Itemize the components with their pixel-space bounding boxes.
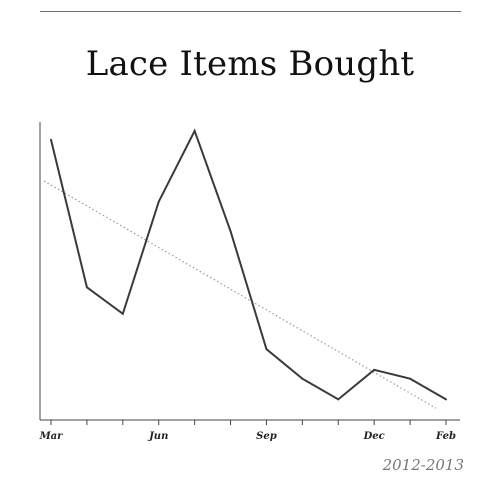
data-point: [373, 368, 376, 371]
data-point: [445, 398, 447, 401]
x-tick-label: Sep: [256, 431, 277, 442]
chart-subtitle: 2012-2013: [382, 456, 464, 474]
data-point: [85, 286, 88, 289]
chart-title: Lace Items Bought: [85, 44, 415, 84]
data-point: [229, 230, 232, 233]
x-ticks: Mar Jun Sep Dec Feb: [39, 420, 456, 442]
data-point: [337, 398, 340, 401]
data-point: [193, 129, 196, 132]
data-point: [50, 138, 52, 141]
top-rule: [40, 11, 461, 12]
trend-line: [43, 180, 437, 409]
x-tick-label: Feb: [435, 431, 456, 442]
data-point: [265, 348, 268, 351]
data-point: [157, 200, 160, 203]
series-layer: [50, 128, 447, 401]
data-point: [409, 377, 412, 380]
x-tick-label: Mar: [39, 431, 64, 442]
data-point: [121, 312, 124, 315]
data-point: [301, 377, 304, 380]
trend-layer: [43, 180, 437, 409]
chart-axes: [39, 122, 460, 421]
x-tick-label: Dec: [363, 431, 385, 442]
x-tick-label: Jun: [147, 431, 168, 442]
series-line: [50, 128, 447, 401]
